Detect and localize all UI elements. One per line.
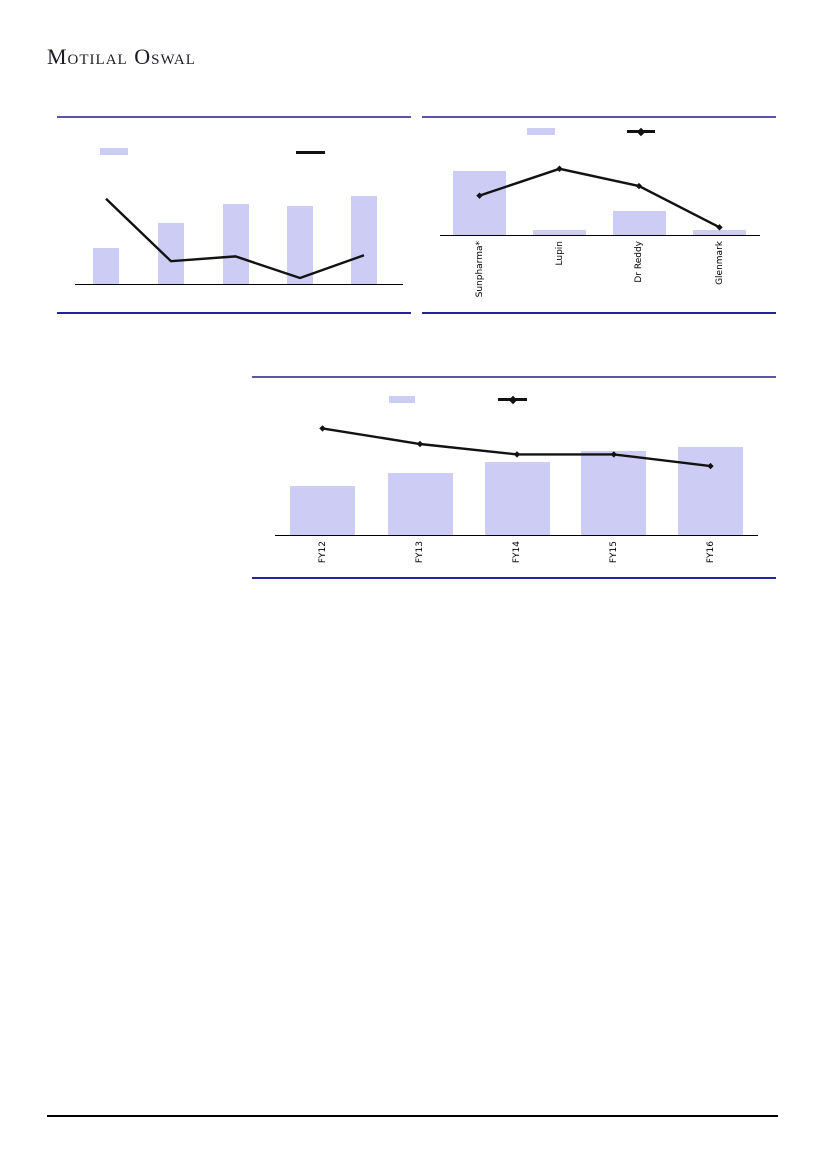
x-axis	[440, 235, 760, 236]
bar	[287, 206, 313, 284]
x-axis-label: FY16	[705, 541, 716, 564]
line-marker-icon	[476, 192, 483, 199]
bar	[290, 485, 355, 535]
line-series	[476, 165, 723, 231]
legend-bar-swatch	[100, 148, 128, 155]
bar	[693, 230, 746, 235]
x-axis-label: FY14	[512, 541, 522, 564]
x-axis-label: Lupin	[554, 241, 565, 266]
line-marker-icon	[610, 451, 617, 458]
bar	[678, 446, 743, 535]
x-axis-label: Dr Reddy	[634, 241, 644, 283]
line-series	[105, 197, 365, 280]
legend-line-swatch	[627, 127, 655, 136]
x-axis-label: FY12	[317, 541, 328, 564]
bar	[612, 211, 666, 235]
bar	[453, 170, 506, 235]
line-marker-icon	[707, 462, 714, 470]
x-axis-label: FY13	[415, 541, 425, 564]
line-marker-icon	[635, 182, 643, 190]
bar	[581, 450, 647, 535]
legend-line-marker-icon	[508, 395, 517, 404]
line-marker-icon	[319, 425, 326, 432]
x-axis	[275, 535, 758, 536]
bar	[533, 230, 586, 235]
legend-line-marker-icon	[636, 127, 646, 136]
bar	[222, 203, 249, 284]
legend-bar-swatch	[527, 128, 555, 135]
legend-bar-swatch	[389, 396, 415, 403]
plot-area	[252, 405, 776, 535]
plot-area	[422, 139, 776, 235]
plot-area	[57, 164, 411, 284]
line-series	[319, 425, 714, 470]
chart-panel-top-right: Sunpharma* Lupin Dr Reddy Glenmark	[422, 116, 776, 314]
chart-panel-middle: FY12 FY13 FY14 FY15 FY16	[252, 376, 776, 579]
legend-line-swatch	[296, 151, 325, 154]
bar	[351, 196, 377, 284]
line-marker-icon	[513, 451, 521, 458]
line-marker-icon	[416, 440, 424, 448]
x-axis	[75, 284, 403, 285]
bar	[484, 462, 550, 535]
bar	[93, 248, 119, 284]
chart-panel-top-left	[57, 116, 411, 314]
bar	[387, 472, 453, 535]
x-axis-label: Glenmark	[714, 241, 725, 285]
x-axis-label: Sunpharma*	[474, 241, 485, 298]
line-marker-icon	[716, 224, 723, 231]
footer-rule	[47, 1115, 778, 1117]
line-marker-icon	[556, 165, 563, 172]
motilal-oswal-logo: Motilal Oswal	[47, 44, 196, 69]
x-axis-label: FY15	[608, 541, 619, 564]
legend-line-swatch	[498, 395, 527, 404]
